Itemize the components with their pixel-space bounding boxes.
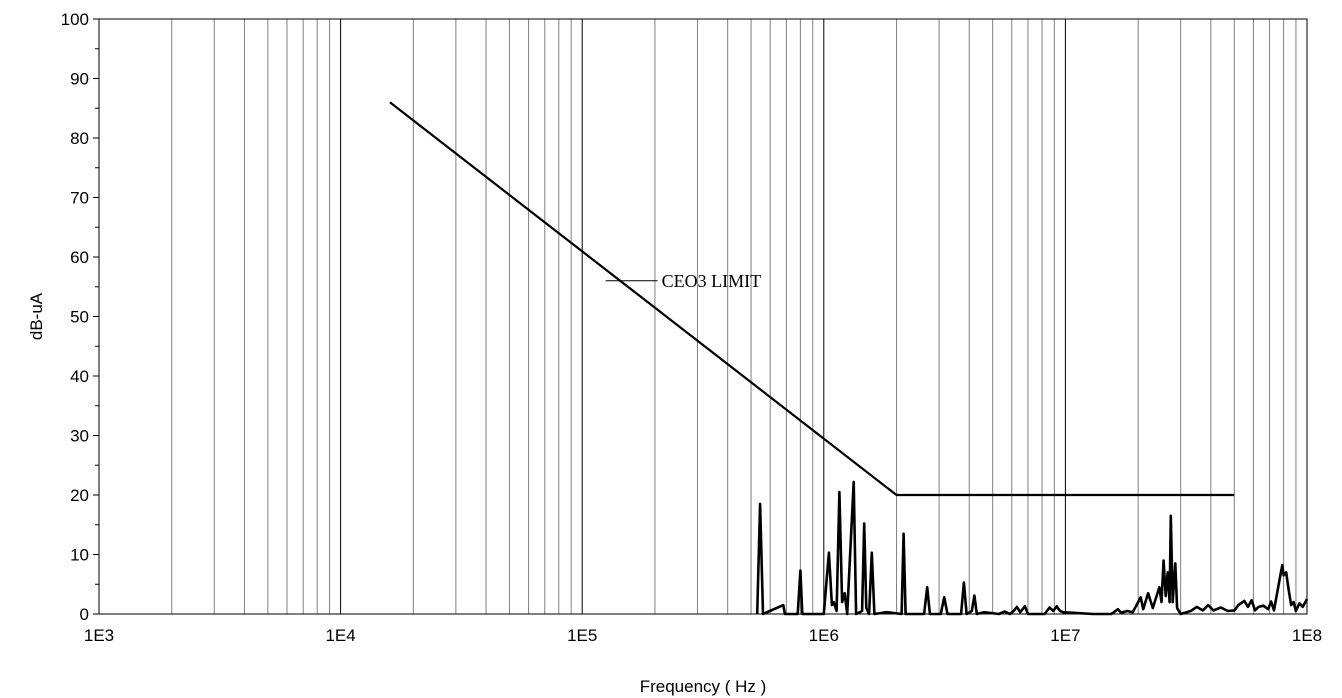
x-tick-labels: 1E3 1E4 1E5 1E6 1E7 1E8 [84,626,1322,645]
y-axis-label: dB-uA [27,292,46,340]
y-tick-label: 10 [70,546,89,565]
series-ceo3-limit-line [389,101,1235,497]
y-tick-label: 60 [70,248,89,267]
y-tick-labels: 0 10 20 30 40 50 60 70 80 90 100 [61,10,89,624]
y-tick-label: 20 [70,486,89,505]
series-layer [389,101,1309,616]
series-measured-emissions-line [755,480,1309,616]
y-tick-label: 50 [70,308,89,327]
x-tick-label: 1E3 [84,626,114,645]
y-tick-label: 0 [80,605,89,624]
annotation-label: CEO3 LIMIT [662,271,761,291]
x-tick-label: 1E5 [567,626,597,645]
plot-area [98,18,1308,615]
grid [98,19,1308,614]
y-tick-label: 40 [70,367,89,386]
y-minor-ticks [93,18,99,615]
x-axis-label: Frequency ( Hz ) [640,677,767,696]
y-tick-label: 70 [70,189,89,208]
x-tick-label: 1E6 [809,626,839,645]
y-tick-label: 100 [61,10,89,29]
y-tick-label: 80 [70,129,89,148]
annotation-layer: CEO3 LIMIT [605,271,761,291]
y-tick-label: 30 [70,427,89,446]
x-tick-label: 1E7 [1050,626,1080,645]
y-tick-label: 90 [70,70,89,89]
x-tick-label: 1E4 [325,626,355,645]
x-tick-label: 1E8 [1292,626,1322,645]
